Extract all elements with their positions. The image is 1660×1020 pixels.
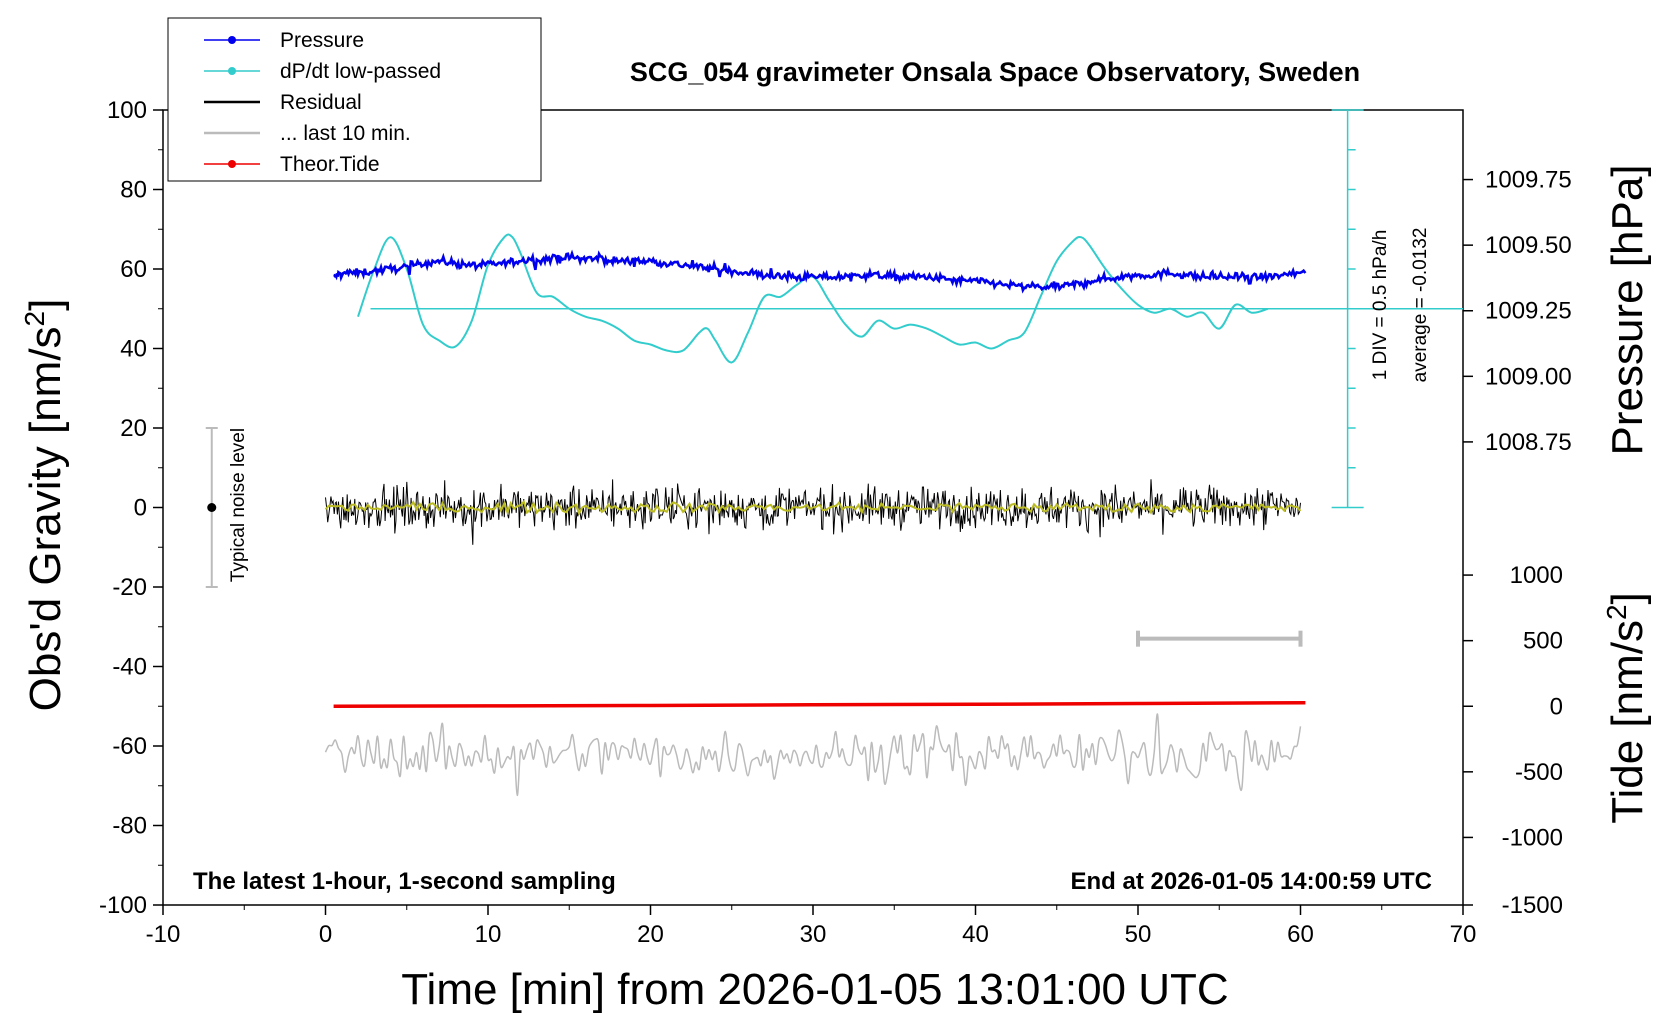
x-tick-label: 60 [1287, 921, 1314, 948]
y-tick-label: -60 [112, 733, 147, 760]
y-tick-label: 80 [120, 177, 147, 204]
tide-tick-label: -1500 [1502, 892, 1563, 919]
y-tick-label: 0 [134, 495, 147, 522]
x-axis-label: Time [min] from 2026-01-05 13:01:00 UTC [401, 965, 1228, 1014]
y-axis-label-left-sup: 2 [19, 311, 50, 327]
pressure-tick-label: 1009.00 [1485, 363, 1572, 390]
y-axis-label-left: Obs'd Gravity [nm/s2] [19, 299, 70, 712]
x-tick-label: 70 [1450, 921, 1477, 948]
y-tick-label: -100 [99, 892, 147, 919]
pressure-tick-label: 1009.50 [1485, 232, 1572, 259]
y-tick-label: 60 [120, 256, 147, 283]
legend: Pressure dP/dt low-passed Residual ... last… [167, 17, 542, 182]
x-tick-label: 30 [800, 921, 827, 948]
x-tick-label: 40 [962, 921, 989, 948]
tide-tick-label: 1000 [1510, 562, 1563, 589]
noise-level-label: Typical noise level [228, 428, 249, 582]
pressure-tick-label: 1009.75 [1485, 167, 1572, 194]
legend-marker [228, 160, 236, 168]
x-tick-label: 0 [319, 921, 332, 948]
series-pressure [333, 249, 1307, 294]
series-last-10-min [324, 713, 1302, 797]
y-axis-label-tide-sup: 2 [1601, 604, 1632, 620]
div-scale-label: 1 DIV = 0.5 hPa/h [1370, 230, 1391, 381]
series-residual-smoothed [324, 499, 1302, 516]
x-tick-label: -10 [146, 921, 181, 948]
legend-box [167, 17, 542, 182]
x-tick-label: 50 [1125, 921, 1152, 948]
y-tick-label: 40 [120, 336, 147, 363]
y-tick-label: 100 [107, 97, 147, 124]
tide-tick-label: 500 [1523, 628, 1563, 655]
legend-marker [228, 67, 236, 75]
y-axis-label-tide-main: Tide [nm/s [1603, 620, 1652, 824]
series-residual [325, 479, 1301, 545]
tide-tick-label: -1000 [1502, 824, 1563, 851]
legend-entry-label: Residual [280, 91, 362, 114]
pressure-tick-label: 1009.25 [1485, 298, 1572, 325]
legend-entry-label: Pressure [280, 29, 364, 52]
series-layer [324, 233, 1463, 797]
y-tick-label: -40 [112, 654, 147, 681]
y-tick-label: -20 [112, 574, 147, 601]
pressure-tick-label: 1008.75 [1485, 429, 1572, 456]
legend-entry-label: Theor.Tide [280, 153, 380, 176]
series-theor-tide [333, 700, 1306, 709]
annotation-bottom-right: End at 2026-01-05 14:00:59 UTC [1071, 868, 1433, 895]
y-tick-label: -80 [112, 813, 147, 840]
x-tick-label: 10 [475, 921, 502, 948]
tide-tick-label: -500 [1515, 759, 1563, 786]
tide-tick-label: 0 [1550, 693, 1563, 720]
axis-ticks: -10 0 10 20 30 40 50 60 70100806040200-20-40-60-… [99, 97, 1572, 948]
decorations [205, 109, 1364, 647]
noise-level-center-dot [207, 503, 217, 512]
annotation-bottom-left: The latest 1-hour, 1-second sampling [193, 868, 616, 895]
legend-marker [228, 36, 236, 44]
y-axis-label-left-main: Obs'd Gravity [nm/s [21, 326, 70, 711]
y-axis-label-tide: Tide [nm/s2] [1601, 592, 1652, 824]
y-axis-label-pressure: Pressure [hPa] [1603, 164, 1652, 455]
chart-title: SCG_054 gravimeter Onsala Space Observat… [630, 57, 1360, 87]
y-axis-label-left-tail: ] [21, 299, 70, 311]
legend-entry-label: ... last 10 min. [280, 122, 411, 145]
average-label: average = -0.0132 [1410, 228, 1431, 383]
series-dpdt-low-passed [357, 233, 1269, 364]
y-tick-label: 20 [120, 415, 147, 442]
y-axis-label-tide-tail: ] [1603, 592, 1652, 604]
x-tick-label: 20 [637, 921, 664, 948]
legend-entry-label: dP/dt low-passed [280, 60, 441, 83]
